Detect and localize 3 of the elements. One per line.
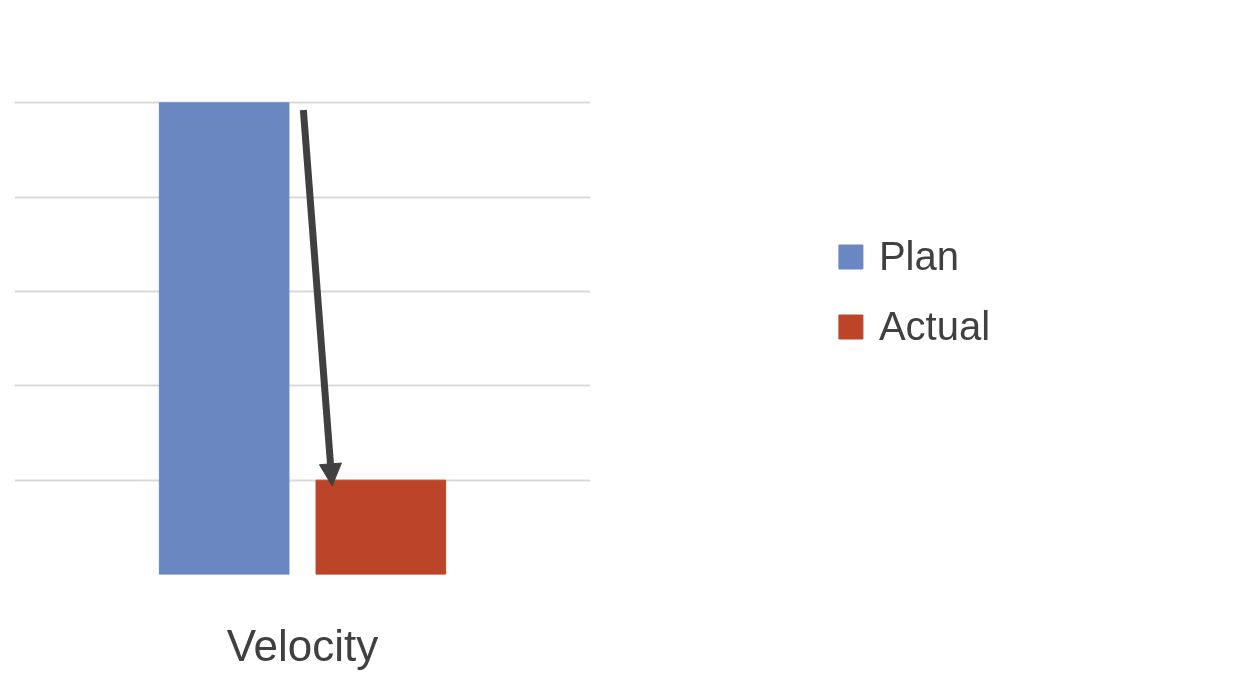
legend-label: Plan — [878, 233, 959, 279]
x-tick-label: Velocity — [226, 620, 379, 670]
legend-label: Actual — [878, 303, 991, 349]
